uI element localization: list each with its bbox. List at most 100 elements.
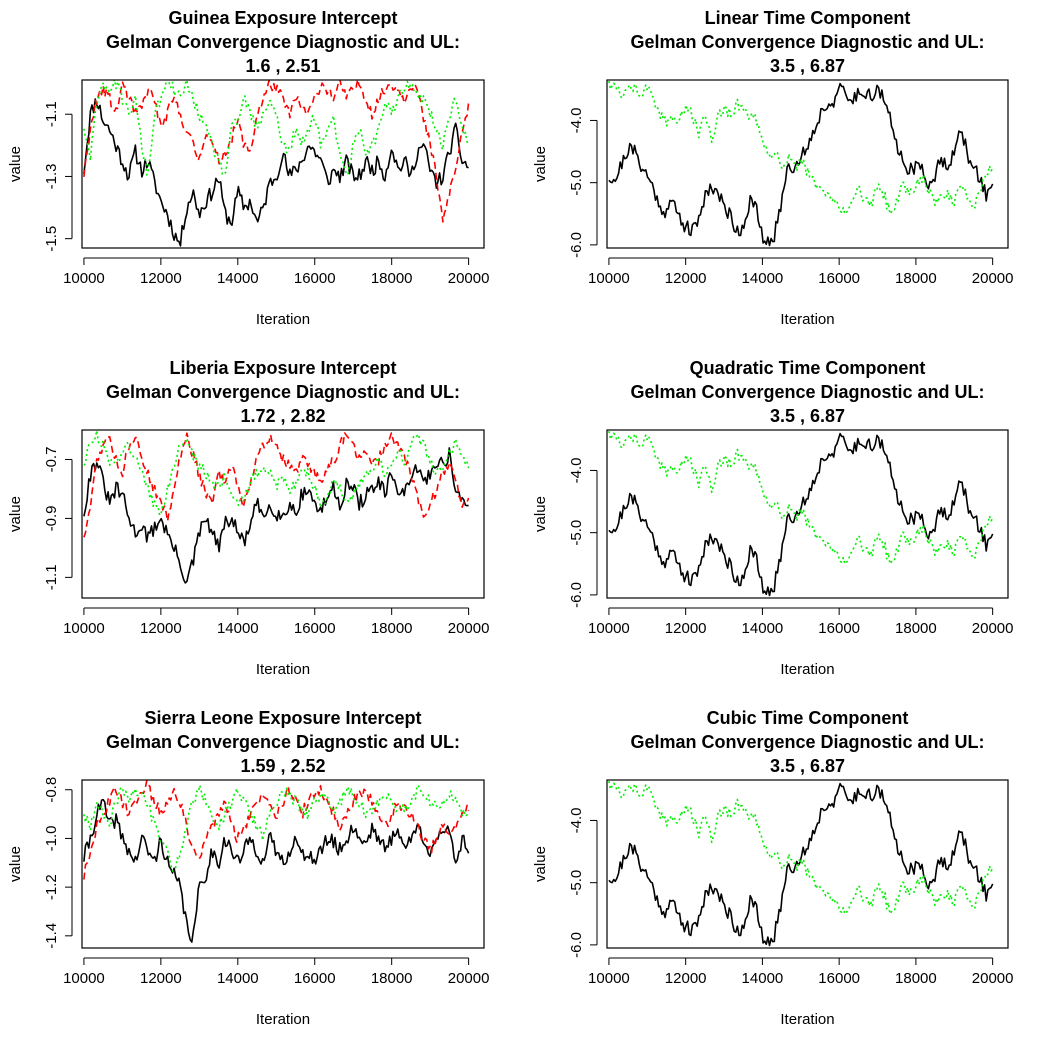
- x-tick-label: 18000: [371, 620, 413, 637]
- trace-series-line: [83, 98, 469, 247]
- x-tick-label: 16000: [818, 620, 860, 637]
- y-tick-label: -6.0: [568, 582, 585, 608]
- y-tick-label: -1.5: [43, 226, 60, 252]
- chart-title-line: Gelman Convergence Diagnostic and UL:: [630, 32, 984, 52]
- y-tick-label: -6.0: [568, 232, 585, 258]
- x-tick-label: 16000: [294, 970, 336, 987]
- y-tick-label: -0.9: [43, 505, 60, 531]
- x-tick-label: 10000: [588, 620, 630, 637]
- x-tick-label: 14000: [742, 620, 784, 637]
- y-tick-label: -4.0: [568, 808, 585, 834]
- x-tick-label: 18000: [371, 970, 413, 987]
- trace-series-line: [83, 430, 470, 517]
- chart-title-line: Quadratic Time Component: [690, 358, 926, 378]
- y-tick-label: -6.0: [568, 932, 585, 958]
- trace-series-line: [608, 80, 994, 215]
- plot-frame: [81, 79, 485, 249]
- y-axis-label: value: [7, 496, 24, 532]
- x-tick-label: 14000: [217, 270, 259, 287]
- chart-title-line: Sierra Leone Exposure Intercept: [144, 708, 421, 728]
- trace-series-line: [83, 447, 469, 584]
- y-tick-label: -0.7: [43, 447, 60, 473]
- chart-title-line: 3.5 , 6.87: [770, 56, 845, 76]
- x-tick-label: 12000: [140, 270, 182, 287]
- y-tick-label: -0.8: [43, 777, 60, 803]
- x-tick-label: 16000: [294, 620, 336, 637]
- chart-title-line: 1.72 , 2.82: [240, 406, 325, 426]
- plot-frame: [81, 429, 485, 599]
- x-tick-label: 16000: [818, 270, 860, 287]
- plot-frame: [81, 779, 485, 949]
- y-axis-label: value: [532, 496, 549, 532]
- chart-title-line: Liberia Exposure Intercept: [169, 358, 396, 378]
- y-tick-label: -1.0: [43, 826, 60, 852]
- x-tick-label: 12000: [665, 270, 707, 287]
- y-tick-label: -1.2: [43, 874, 60, 900]
- y-axis-label: value: [7, 146, 24, 182]
- x-axis-label: Iteration: [780, 1011, 834, 1028]
- x-tick-label: 10000: [588, 270, 630, 287]
- chart-title-line: 1.59 , 2.52: [240, 756, 325, 776]
- y-axis-label: value: [532, 146, 549, 182]
- plot-frame: [606, 779, 1009, 949]
- chart-title-line: Gelman Convergence Diagnostic and UL:: [106, 32, 460, 52]
- trace-series-line: [83, 80, 470, 223]
- chart-title-line: 3.5 , 6.87: [770, 406, 845, 426]
- y-tick-label: -5.0: [568, 520, 585, 546]
- x-tick-label: 12000: [140, 620, 182, 637]
- x-tick-label: 20000: [448, 620, 490, 637]
- x-axis-label: Iteration: [780, 311, 834, 328]
- trace-series-line: [83, 780, 470, 880]
- x-tick-label: 12000: [665, 970, 707, 987]
- x-tick-label: 18000: [371, 270, 413, 287]
- x-axis-label: Iteration: [256, 1011, 310, 1028]
- x-tick-label: 10000: [63, 270, 105, 287]
- trace-panel: Linear Time Component Gelman Convergence …: [532, 8, 1014, 328]
- trace-series-line: [83, 798, 470, 943]
- y-tick-label: -4.0: [568, 458, 585, 484]
- y-tick-label: -4.0: [568, 108, 585, 134]
- y-tick-label: -1.1: [43, 564, 60, 590]
- trace-series-line: [83, 784, 470, 872]
- chart-title-line: Gelman Convergence Diagnostic and UL:: [630, 732, 984, 752]
- trace-panel: Sierra Leone Exposure Intercept Gelman Co…: [7, 708, 489, 1028]
- y-tick-label: -5.0: [568, 170, 585, 196]
- x-tick-label: 10000: [63, 970, 105, 987]
- trace-panel: Quadratic Time Component Gelman Convergen…: [532, 358, 1014, 678]
- x-tick-label: 14000: [742, 970, 784, 987]
- trace-series-line: [608, 82, 994, 247]
- x-axis-label: Iteration: [256, 661, 310, 678]
- y-tick-label: -1.4: [43, 923, 60, 949]
- x-tick-label: 12000: [665, 620, 707, 637]
- x-tick-label: 16000: [294, 270, 336, 287]
- chart-title-line: 1.6 , 2.51: [245, 56, 320, 76]
- x-tick-label: 20000: [448, 970, 490, 987]
- trace-series-line: [608, 782, 994, 947]
- x-tick-label: 20000: [972, 620, 1014, 637]
- trace-series-line: [83, 80, 470, 176]
- y-tick-label: -1.3: [43, 164, 60, 190]
- x-tick-label: 12000: [140, 970, 182, 987]
- x-tick-label: 14000: [217, 620, 259, 637]
- x-axis-label: Iteration: [256, 311, 310, 328]
- trace-series-line: [608, 432, 994, 597]
- chart-title-line: Gelman Convergence Diagnostic and UL:: [106, 382, 460, 402]
- trace-series-line: [608, 430, 994, 565]
- trace-panel: Liberia Exposure Intercept Gelman Converg…: [7, 358, 489, 678]
- x-tick-label: 16000: [818, 970, 860, 987]
- y-tick-label: -5.0: [568, 870, 585, 896]
- y-axis-label: value: [7, 846, 24, 882]
- x-tick-label: 18000: [895, 970, 937, 987]
- chart-title-line: Gelman Convergence Diagnostic and UL:: [106, 732, 460, 752]
- chart-title-line: Cubic Time Component: [707, 708, 909, 728]
- x-axis-label: Iteration: [780, 661, 834, 678]
- y-tick-label: -1.1: [43, 101, 60, 127]
- x-tick-label: 14000: [742, 270, 784, 287]
- chart-title-line: Gelman Convergence Diagnostic and UL:: [630, 382, 984, 402]
- x-tick-label: 20000: [972, 270, 1014, 287]
- x-tick-label: 20000: [972, 970, 1014, 987]
- x-tick-label: 14000: [217, 970, 259, 987]
- chart-title-line: 3.5 , 6.87: [770, 756, 845, 776]
- x-tick-label: 18000: [895, 270, 937, 287]
